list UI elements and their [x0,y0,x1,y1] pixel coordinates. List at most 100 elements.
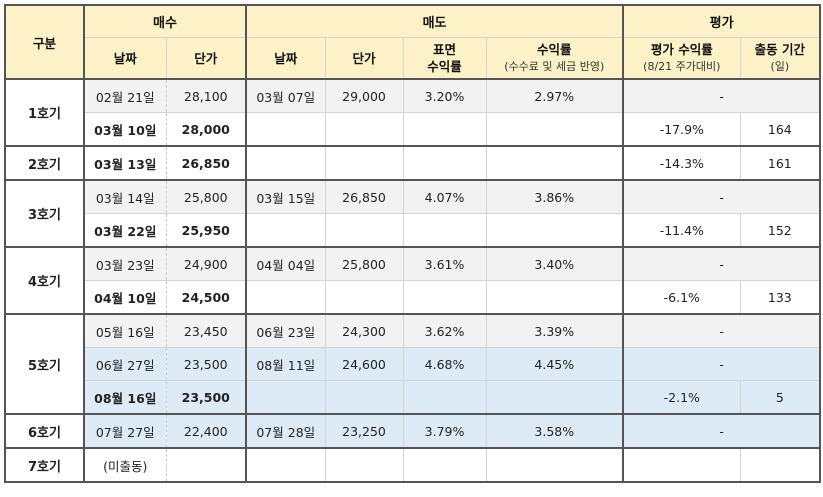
return-cell [485,280,625,315]
buy-date-cell: 06월 27일 [83,347,167,381]
buy-price-cell: 24,900 [165,246,248,281]
sell-date-cell [245,213,326,248]
eval-cell: -17.9% [622,112,741,147]
group-label: 5호기 [4,313,85,415]
buy-date-cell: 07월 27일 [83,413,167,449]
eval-cell: - [622,347,822,381]
surface-return-cell [402,145,487,181]
eval-cell: - [622,78,822,113]
surface-return-cell: 3.61% [402,246,487,281]
buy-date-cell: 03월 10일 [83,112,167,147]
surface-return-cell: 4.68% [402,347,487,381]
return-cell: 3.86% [485,179,625,214]
sell-date-cell [245,280,326,315]
days-cell: 133 [739,280,822,315]
eval-cell: - [622,313,822,348]
eval-cell: - [622,246,822,281]
return-cell: 2.97% [485,78,625,113]
sell-price-cell [324,112,404,147]
sell-price-cell: 25,800 [324,246,404,281]
buy-price-cell: 23,500 [165,347,248,381]
buy-date-cell: 03월 13일 [83,145,167,181]
eval-cell: - [622,179,822,214]
sell-date-cell: 08월 11일 [245,347,326,381]
header-eval-return-line2: (8/21 주가대비) [643,60,721,73]
buy-date-cell: 03월 14일 [83,179,167,214]
sell-date-cell: 06월 23일 [245,313,326,348]
buy-date-cell: 04월 10일 [83,280,167,315]
days-cell: 5 [739,380,822,415]
surface-return-cell: 3.20% [402,78,487,113]
sell-date-cell: 03월 07일 [245,78,326,113]
surface-return-cell: 4.07% [402,179,487,214]
buy-price-cell: 28,000 [165,112,248,147]
header-eval-return: 평가 수익률 (8/21 주가대비) [622,37,741,80]
buy-price-cell [165,447,248,483]
header-buy-date: 날짜 [83,37,167,80]
surface-return-cell: 3.79% [402,413,487,449]
trade-table: 구분 매수 매도 평가 날짜 단가 날짜 단가 표면 수익률 수익률 (수수료 … [4,4,822,483]
buy-price-cell: 23,450 [165,313,248,348]
buy-date-cell: 05월 16일 [83,313,167,348]
surface-return-cell [402,380,487,415]
buy-date-cell: 02월 21일 [83,78,167,113]
eval-cell: -2.1% [622,380,741,415]
return-cell [485,145,625,181]
header-surface-return-line1: 표면 [433,42,457,57]
days-cell: 161 [739,145,822,181]
return-cell: 4.45% [485,347,625,381]
group-label: 4호기 [4,246,85,315]
return-cell: 3.58% [485,413,625,449]
sell-date-cell [245,145,326,181]
buy-date-cell: 08월 16일 [83,380,167,415]
eval-cell: - [622,413,822,449]
eval-cell: -11.4% [622,213,741,248]
sell-date-cell [245,380,326,415]
header-sell: 매도 [245,4,625,38]
buy-price-cell: 25,950 [165,213,248,248]
eval-cell: -14.3% [622,145,741,181]
days-cell: 152 [739,213,822,248]
group-label: 1호기 [4,78,85,147]
buy-price-cell: 28,100 [165,78,248,113]
days-cell [739,447,822,483]
sell-price-cell: 24,600 [324,347,404,381]
eval-cell: -6.1% [622,280,741,315]
surface-return-cell [402,213,487,248]
group-label: 7호기 [4,447,85,483]
sell-date-cell [245,112,326,147]
sell-price-cell [324,145,404,181]
header-surface-return: 표면 수익률 [402,37,487,80]
surface-return-cell [402,447,487,483]
return-cell [485,213,625,248]
sell-price-cell: 23,250 [324,413,404,449]
header-buy-price: 단가 [165,37,248,80]
surface-return-cell [402,280,487,315]
sell-price-cell: 29,000 [324,78,404,113]
return-cell [485,380,625,415]
header-buy: 매수 [83,4,248,38]
days-cell: 164 [739,112,822,147]
sell-date-cell: 07월 28일 [245,413,326,449]
buy-price-cell: 26,850 [165,145,248,181]
header-sell-date: 날짜 [245,37,326,80]
header-eval: 평가 [622,4,822,38]
buy-price-cell: 24,500 [165,280,248,315]
header-return: 수익률 (수수료 및 세금 반영) [485,37,625,80]
sell-price-cell [324,447,404,483]
group-label: 2호기 [4,145,85,181]
buy-date-cell: (미출동) [83,447,167,483]
header-eval-return-line1: 평가 수익률 [650,42,713,57]
sell-price-cell [324,380,404,415]
sell-date-cell [245,447,326,483]
group-label: 6호기 [4,413,85,449]
return-cell [485,112,625,147]
header-group: 구분 [4,4,85,80]
surface-return-cell: 3.62% [402,313,487,348]
sell-price-cell: 26,850 [324,179,404,214]
buy-date-cell: 03월 23일 [83,246,167,281]
header-return-line2: (수수료 및 세금 반영) [504,60,605,73]
header-period-line2: (일) [770,60,790,73]
group-label: 3호기 [4,179,85,248]
return-cell [485,447,625,483]
